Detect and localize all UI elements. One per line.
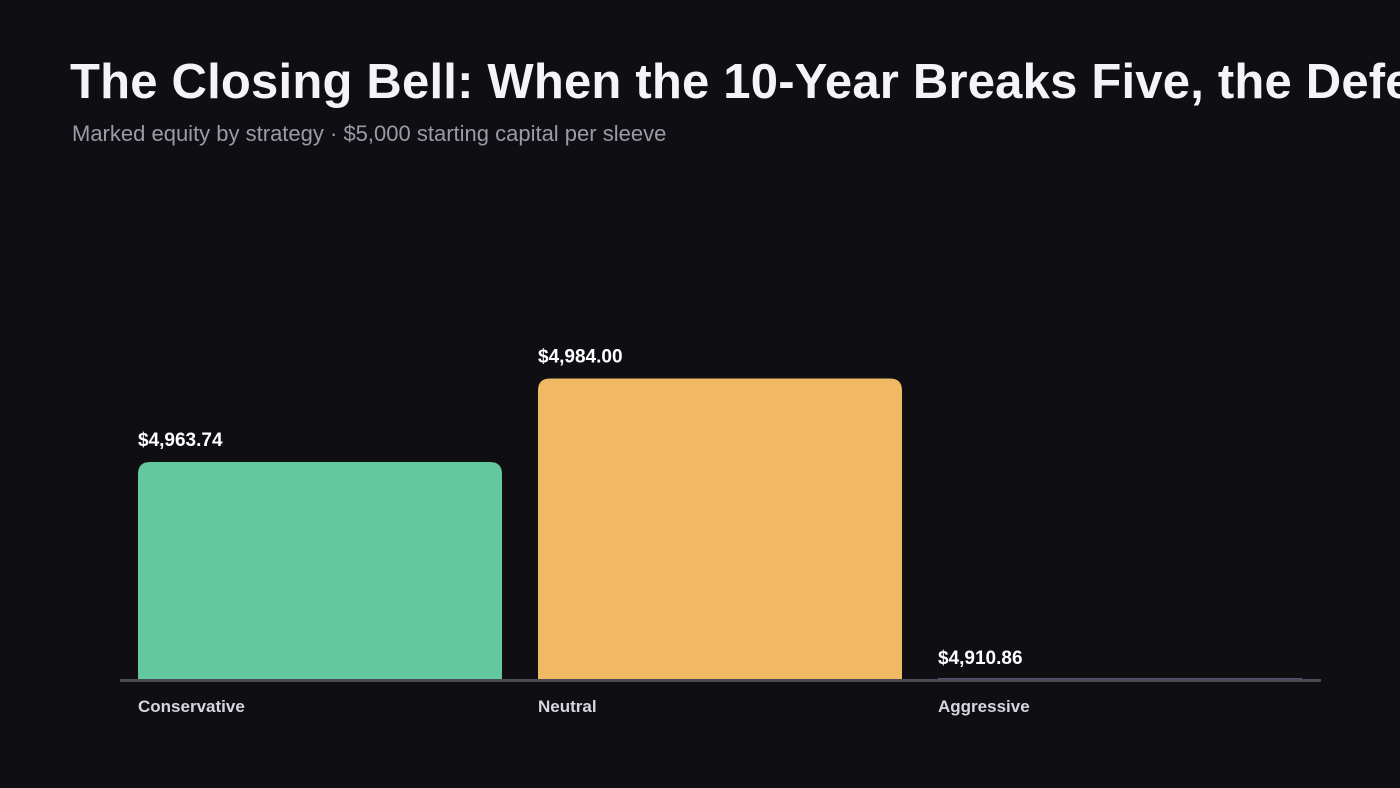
value-label-conservative: $4,963.74: [138, 430, 223, 451]
category-label-conservative: Conservative: [138, 697, 245, 716]
value-label-aggressive: $4,910.86: [938, 648, 1023, 669]
bars-group: [138, 378, 1302, 681]
bar-conservative: [138, 462, 502, 680]
chart-title: The Closing Bell: When the 10-Year Break…: [70, 55, 1400, 109]
chart-subtitle: Marked equity by strategy · $5,000 start…: [72, 121, 667, 146]
bar-neutral: [538, 378, 902, 680]
labels-group: $4,963.74 Conservative $4,984.00 Neutral $4,…: [138, 347, 1030, 716]
category-label-aggressive: Aggressive: [938, 697, 1030, 716]
category-label-neutral: Neutral: [538, 697, 597, 716]
value-label-neutral: $4,984.00: [538, 347, 623, 368]
